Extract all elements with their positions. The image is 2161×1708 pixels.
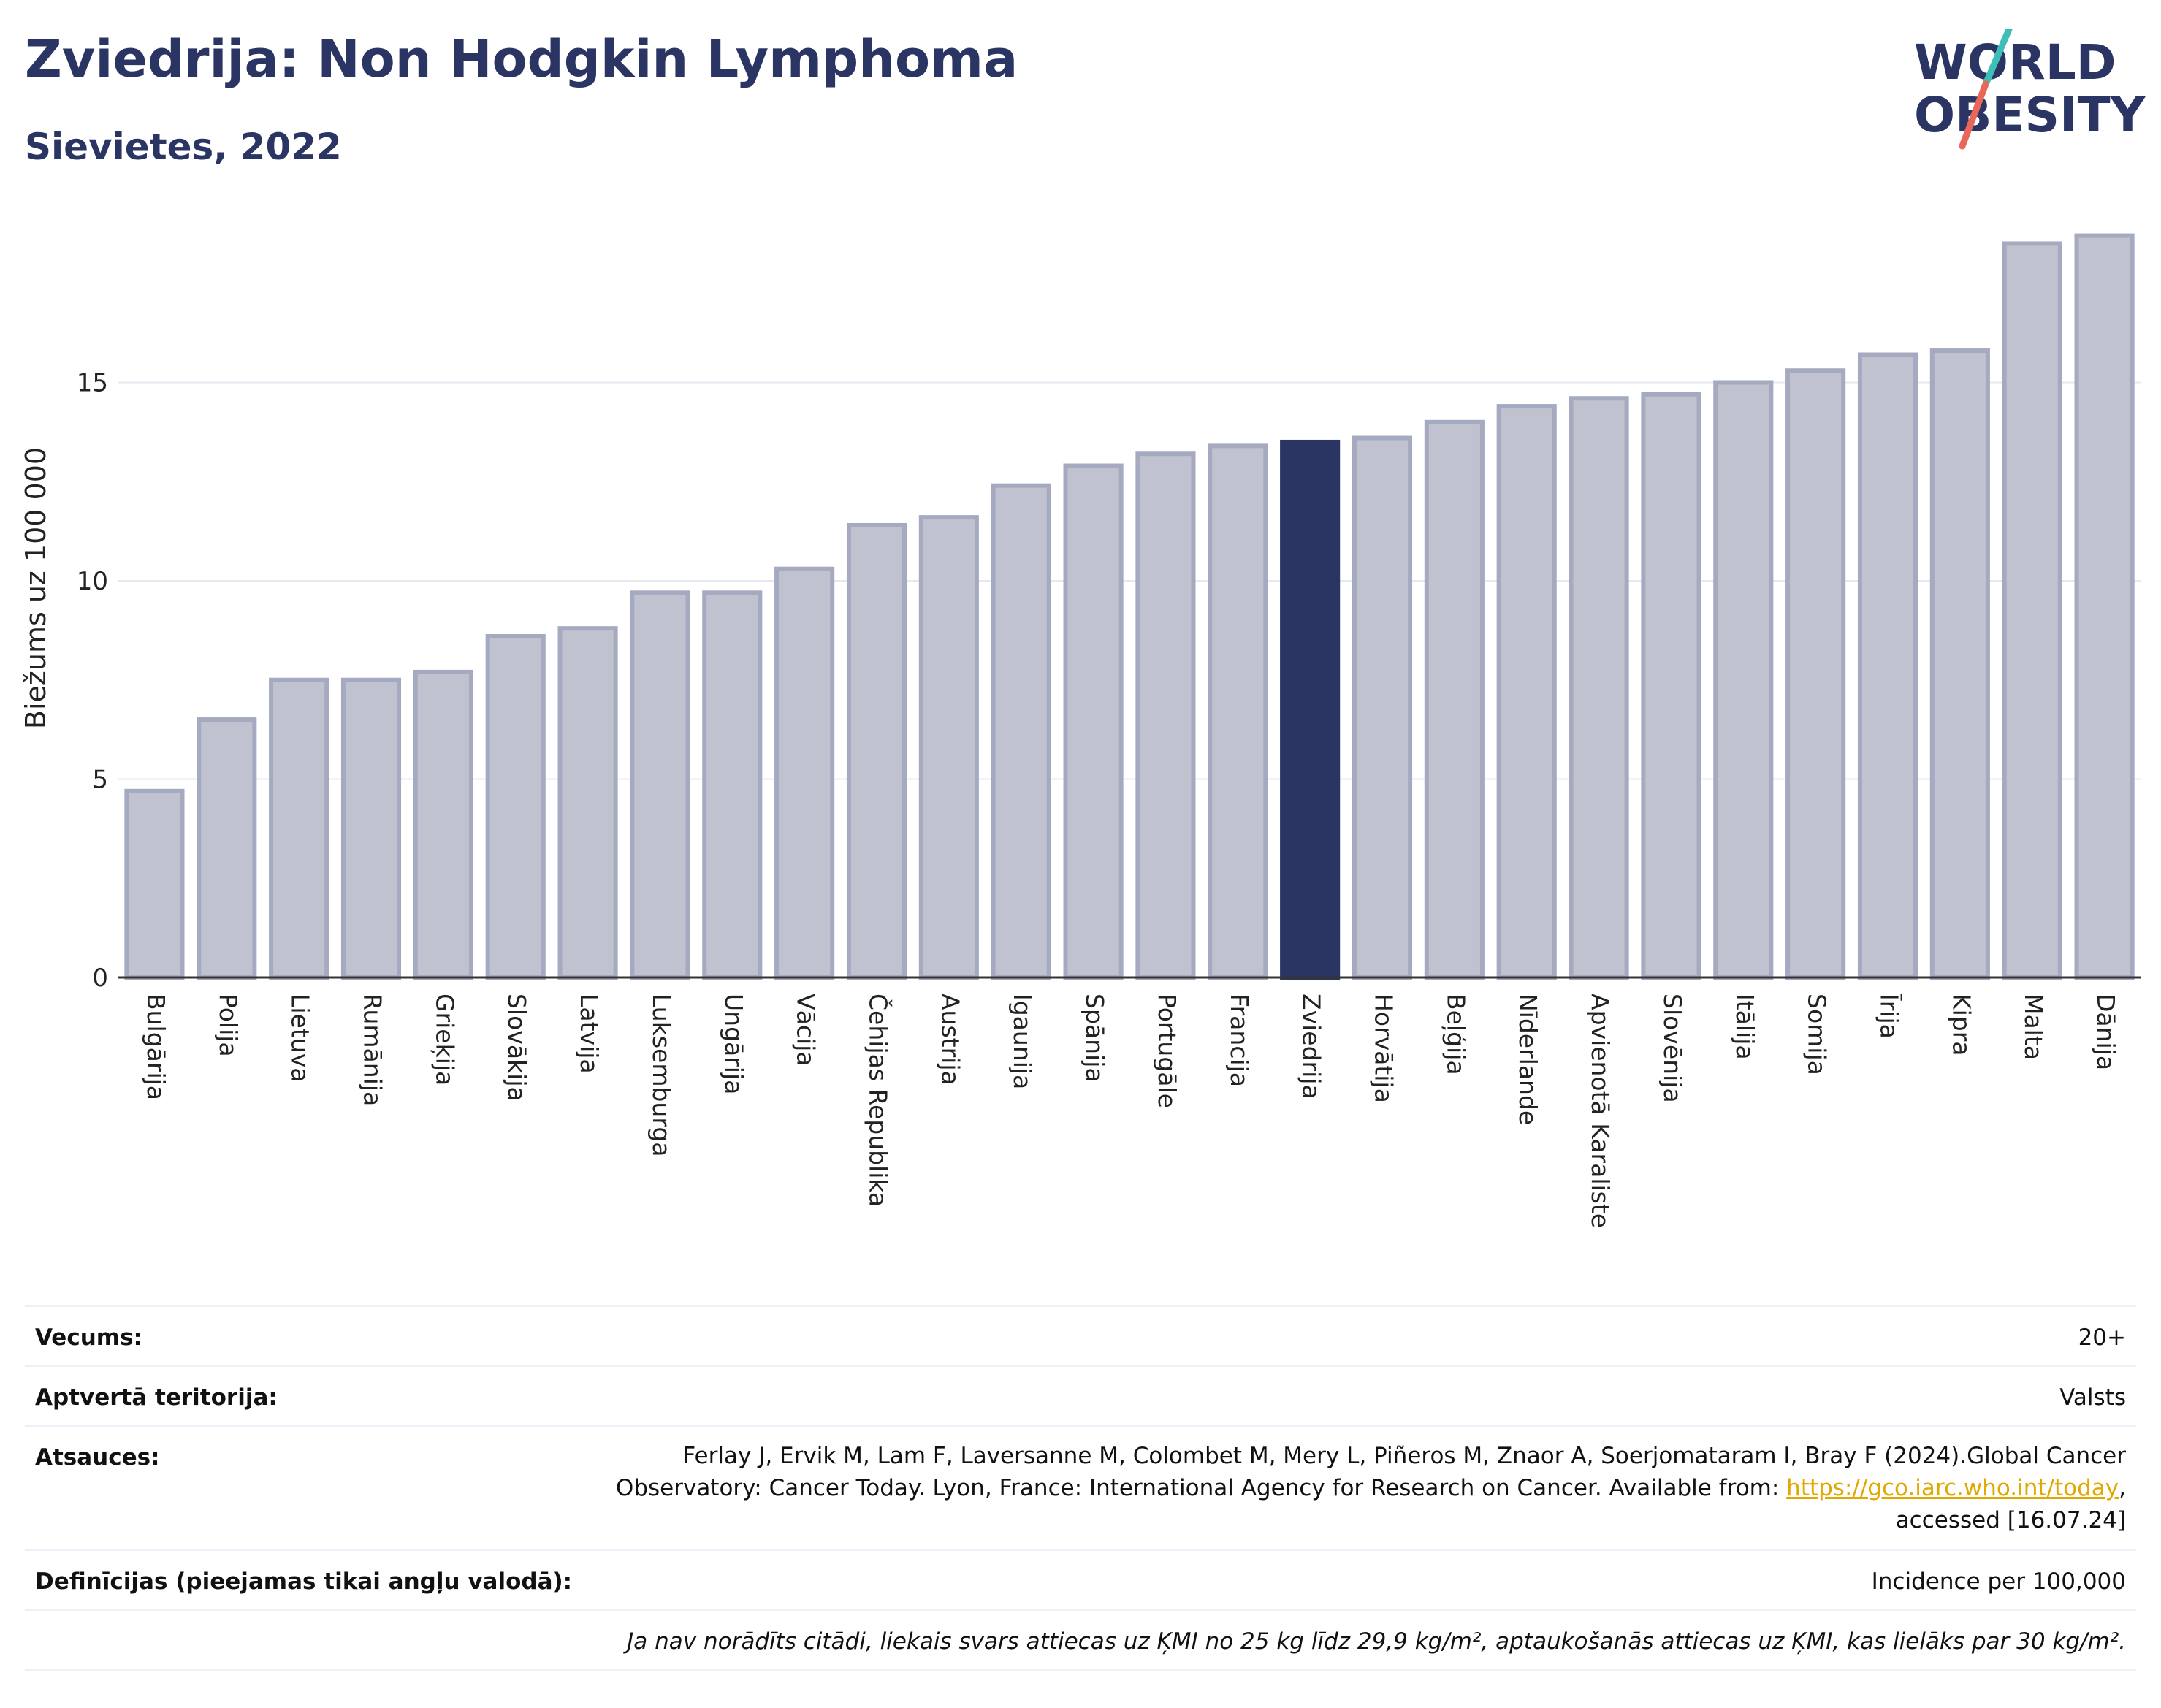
bar-2 — [269, 677, 329, 980]
x-tick-label: Kipra — [1947, 994, 1975, 1056]
meta-row-references: Atsauces: Ferlay J, Ervik M, Lam F, Lave… — [25, 1425, 2136, 1550]
y-tick-label: 0 — [92, 964, 108, 993]
meta-row-definitions: Definīcijas (pieejamas tikai angļu valod… — [25, 1549, 2136, 1610]
x-tick-label: Igaunija — [1008, 994, 1037, 1089]
world-obesity-logo: WORLD OBESITY — [1914, 29, 2146, 150]
x-tick-label: Zviedrija — [1297, 994, 1326, 1099]
x-tick-label: Malta — [2019, 994, 2048, 1060]
bar-9 — [774, 566, 835, 980]
x-tick-label: Dānija — [2092, 994, 2120, 1070]
x-tick-label: Ungārija — [720, 994, 748, 1094]
bar-16 — [1280, 439, 1341, 980]
meta-references-value: Ferlay J, Ervik M, Lam F, Laversanne M, … — [588, 1425, 2136, 1550]
bar-5 — [485, 634, 546, 980]
meta-age-value: 20+ — [588, 1305, 2136, 1366]
meta-references-label: Atsauces: — [25, 1425, 589, 1550]
bar-25 — [1929, 348, 1990, 980]
x-tick-label: Spānija — [1080, 994, 1109, 1083]
y-tick-label: 5 — [92, 766, 108, 795]
x-tick-labels: Bulgārija Polija Lietuva Rumānija Grieķija Sl… — [142, 994, 2120, 1228]
x-tick-label: Apvienotā Karaliste — [1586, 994, 1615, 1228]
meta-row-territory: Aptvertā teritorija: Valsts — [25, 1365, 2136, 1426]
y-tick-label: 10 — [77, 567, 108, 596]
references-line-2: Observatory: Cancer Today. Lyon, France:… — [599, 1472, 2126, 1504]
page-title: Zviedrija: Non Hodgkin Lymphoma — [25, 29, 1018, 89]
x-tick-label: Portugāle — [1153, 994, 1181, 1108]
x-tick-label: Austrija — [936, 994, 964, 1086]
x-tick-label: Čehijas Republika — [864, 994, 893, 1207]
x-tick-label: Horvātija — [1370, 994, 1398, 1103]
y-tick-labels: 0 5 10 15 — [77, 369, 108, 994]
x-tick-label: Lietuva — [286, 994, 315, 1082]
bar-27 — [2074, 233, 2135, 980]
bar-15 — [1208, 443, 1268, 980]
x-tick-label: Latvija — [575, 994, 603, 1074]
x-tick-label: Rumānija — [359, 994, 387, 1106]
bar-0 — [124, 788, 185, 980]
x-tick-label: Beļģija — [1441, 994, 1470, 1075]
references-line-3: accessed [16.07.24] — [1895, 1507, 2126, 1533]
bar-11 — [918, 515, 979, 980]
meta-note: Ja nav norādīts citādi, liekais svars at… — [588, 1609, 2136, 1671]
bar-1 — [197, 717, 257, 980]
x-tick-label: Bulgārija — [142, 994, 170, 1100]
bar-13 — [1063, 463, 1124, 980]
bar-17 — [1352, 435, 1413, 980]
y-tick-label: 15 — [77, 369, 108, 398]
bar-21 — [1641, 392, 1701, 980]
x-tick-label: Slovākija — [503, 994, 531, 1102]
bar-8 — [702, 590, 763, 980]
x-tick-label: Īrija — [1875, 994, 1904, 1039]
bar-24 — [1857, 352, 1918, 980]
bar-3 — [340, 677, 402, 980]
x-tick-label: Grieķija — [430, 994, 459, 1086]
meta-definitions-label: Definīcijas (pieejamas tikai angļu valod… — [25, 1549, 589, 1610]
bars — [124, 233, 2135, 980]
logo-slash-teal — [1982, 29, 2013, 88]
references-line-1: Ferlay J, Ervik M, Lam F, Laversanne M, … — [682, 1443, 2126, 1469]
references-text: Observatory: Cancer Today. Lyon, France:… — [615, 1475, 1787, 1501]
x-tick-label: Vācija — [792, 994, 820, 1067]
meta-age-label: Vecums: — [25, 1305, 589, 1366]
x-tick-label: Luksemburga — [647, 994, 676, 1157]
meta-territory-value: Valsts — [588, 1365, 2136, 1426]
bar-19 — [1496, 404, 1557, 980]
logo-text-obesity: OBESITY — [1914, 87, 2146, 143]
x-tick-label: Polija — [214, 994, 243, 1057]
references-link[interactable]: https://gco.iarc.who.int/today — [1786, 1475, 2119, 1501]
bar-23 — [1785, 368, 1846, 980]
y-axis-label: Biežums uz 100 000 — [20, 447, 52, 729]
bar-22 — [1713, 380, 1774, 980]
logo-text-world: WORLD — [1914, 34, 2116, 91]
references-comma: , — [2119, 1475, 2126, 1501]
bar-18 — [1424, 419, 1485, 980]
x-tick-label: Slovēnija — [1658, 994, 1687, 1103]
x-tick-label: Nīderlande — [1514, 994, 1542, 1125]
bar-14 — [1135, 451, 1196, 980]
bar-4 — [413, 669, 473, 980]
meta-row-age: Vecums: 20+ — [25, 1305, 2136, 1366]
x-tick-label: Itālija — [1731, 994, 1759, 1060]
bar-20 — [1569, 396, 1629, 980]
bar-10 — [846, 522, 907, 980]
meta-territory-label: Aptvertā teritorija: — [25, 1365, 589, 1426]
meta-row-note: Ja nav norādīts citādi, liekais svars at… — [25, 1609, 2136, 1671]
bar-7 — [630, 590, 690, 980]
page-subtitle: Sievietes, 2022 — [25, 126, 342, 168]
bar-26 — [2002, 241, 2062, 980]
metadata-table: Vecums: 20+ Aptvertā teritorija: Valsts … — [25, 1305, 2136, 1671]
bar-chart: 0 5 10 15 Bulgārija Polija Lietuva Rumānija Gri… — [20, 233, 2141, 1228]
bar-6 — [557, 626, 618, 980]
bar-12 — [991, 483, 1051, 980]
x-tick-label: Somija — [1803, 994, 1832, 1075]
meta-definitions-value: Incidence per 100,000 — [588, 1549, 2136, 1610]
x-tick-label: Francija — [1225, 994, 1254, 1087]
logo-slash-coral — [1959, 80, 1989, 150]
